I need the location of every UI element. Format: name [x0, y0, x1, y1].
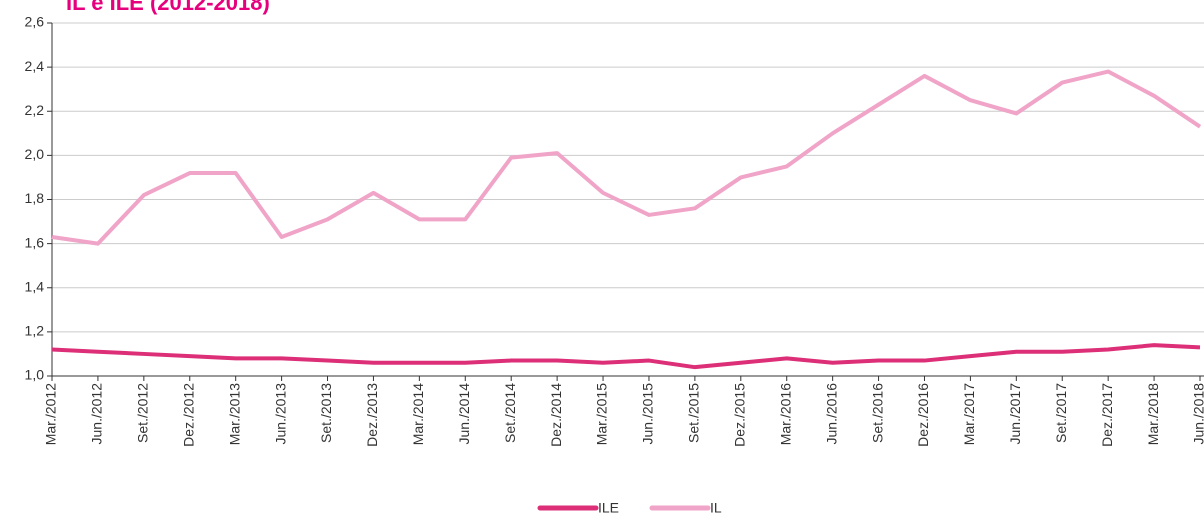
y-tick-label: 1,4: [25, 278, 45, 294]
x-tick-label: Mar./2016: [777, 383, 793, 445]
y-tick-label: 1,6: [25, 234, 45, 250]
x-tick-label: Mar./2013: [226, 383, 242, 445]
legend-label: IL: [710, 500, 722, 515]
x-tick-label: Set./2016: [869, 383, 885, 443]
x-tick-label: Set./2012: [135, 383, 151, 443]
x-tick-label: Mar./2018: [1145, 383, 1161, 445]
y-tick-label: 2,6: [25, 14, 45, 30]
y-tick-label: 1,8: [25, 190, 45, 206]
x-tick-label: Jun./2017: [1007, 383, 1023, 445]
x-tick-label: Dez./2012: [180, 383, 196, 447]
x-tick-label: Set./2017: [1053, 383, 1069, 443]
x-tick-label: Dez./2013: [364, 383, 380, 447]
y-tick-label: 2,0: [25, 146, 45, 162]
y-tick-label: 1,0: [25, 367, 45, 383]
chart-title: IL e ILE (2012-2018): [66, 0, 270, 15]
x-tick-label: Jun./2016: [823, 383, 839, 445]
x-tick-label: Set./2014: [502, 383, 518, 443]
x-tick-label: Mar./2014: [410, 383, 426, 445]
y-tick-label: 2,4: [25, 58, 45, 74]
x-tick-label: Mar./2017: [961, 383, 977, 445]
x-tick-label: Set./2013: [318, 383, 334, 443]
series-line: [51, 69, 1202, 246]
x-tick-label: Dez./2016: [915, 383, 931, 447]
x-tick-label: Mar./2015: [594, 383, 610, 445]
x-tick-label: Jun./2015: [640, 383, 656, 445]
y-tick-label: 1,2: [25, 323, 45, 339]
y-tick-label: 2,2: [25, 102, 45, 118]
x-tick-label: Set./2015: [686, 383, 702, 443]
x-tick-label: Jun./2012: [89, 383, 105, 445]
x-tick-label: Dez./2014: [548, 383, 564, 447]
x-tick-label: Mar./2012: [43, 383, 59, 445]
legend-label: ILE: [598, 500, 619, 515]
x-tick-label: Jun./2018: [1191, 383, 1204, 445]
x-tick-label: Dez./2015: [732, 383, 748, 447]
x-tick-label: Jun./2013: [272, 383, 288, 445]
x-tick-label: Jun./2014: [456, 383, 472, 445]
series-line: [51, 343, 1201, 370]
x-tick-label: Dez./2017: [1099, 383, 1115, 447]
